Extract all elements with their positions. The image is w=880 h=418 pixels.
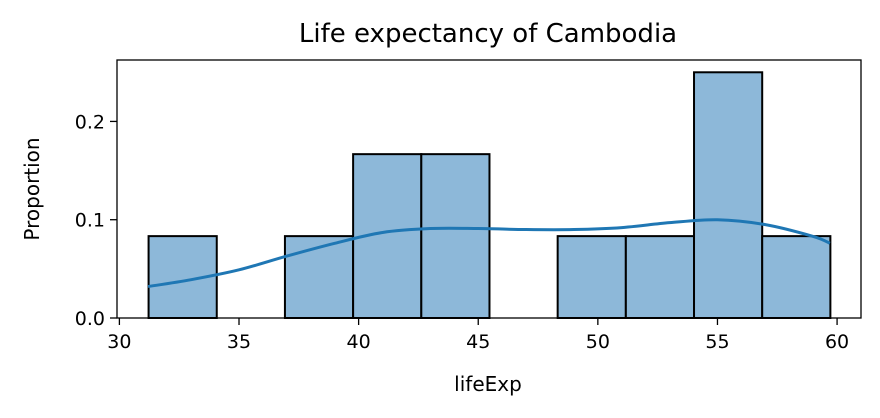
x-tick-label: 45	[466, 331, 490, 353]
chart-title: Life expectancy of Cambodia	[299, 19, 677, 49]
x-axis-ticks: 30 35 40 45 50 55 60	[107, 318, 849, 353]
y-tick-label: 0.2	[75, 111, 105, 133]
x-tick-label: 40	[347, 331, 371, 353]
x-axis-label: lifeExp	[454, 372, 522, 396]
histogram-bar	[761, 235, 832, 320]
kde-curve	[147, 218, 831, 289]
histogram-bar	[283, 235, 355, 320]
histogram-bar	[420, 153, 491, 319]
x-tick-label: 30	[107, 331, 131, 353]
histogram-bar	[624, 235, 696, 320]
y-tick-label: 0.1	[75, 210, 105, 232]
x-tick-label: 50	[586, 331, 610, 353]
bars-group	[147, 71, 832, 320]
y-axis-ticks: 0.0 0.1 0.2	[75, 111, 117, 330]
x-tick-label: 55	[705, 331, 729, 353]
x-tick-label: 60	[825, 331, 849, 353]
histogram-bar	[693, 71, 764, 319]
y-tick-label: 0.0	[75, 308, 105, 330]
y-axis-label: Proportion	[20, 137, 44, 240]
histogram-bar	[556, 235, 627, 320]
x-tick-label: 35	[227, 331, 251, 353]
plot-area-frame	[116, 59, 862, 319]
